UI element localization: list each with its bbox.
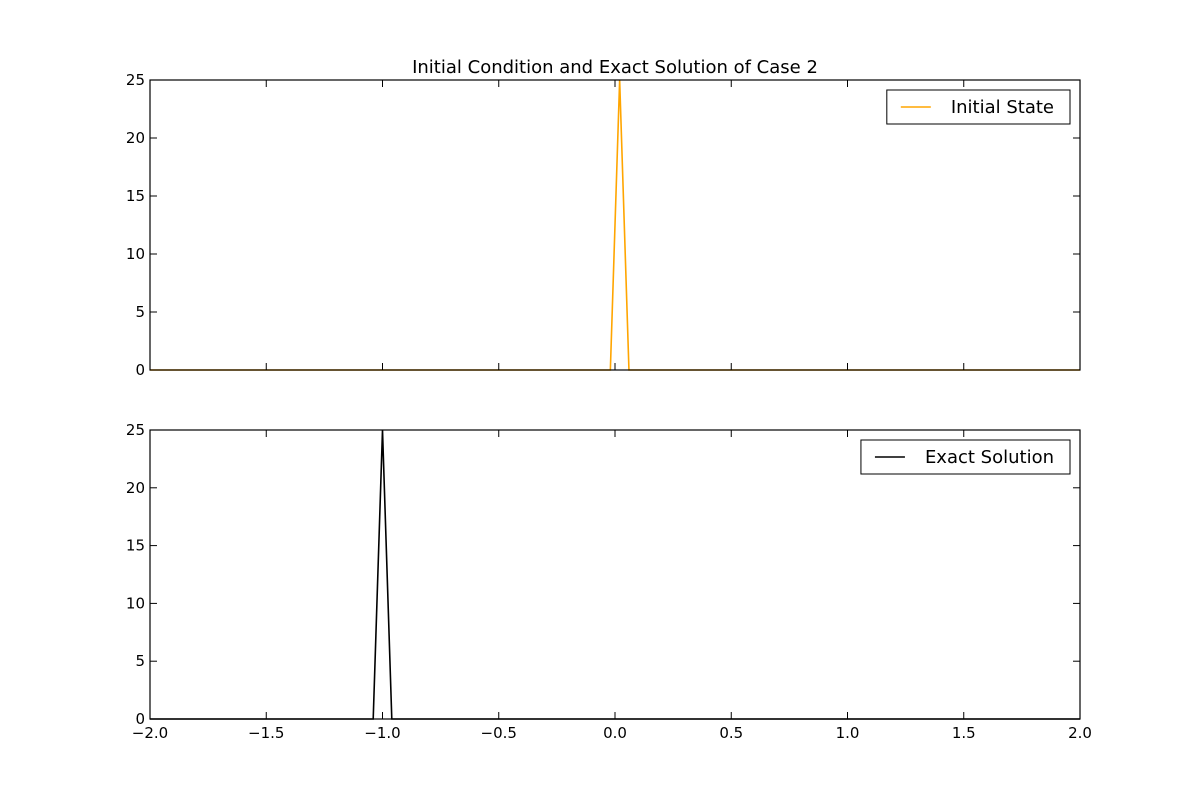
- subplot-initial-state: 0 5 10 15 20 25 Initial State: [126, 71, 1081, 379]
- legend-label: Exact Solution: [925, 447, 1054, 468]
- x-tick-label: 0.0: [603, 724, 627, 742]
- x-tick-label: −2.0: [132, 724, 168, 742]
- y-tick-label: 25: [126, 421, 145, 439]
- x-tick-label: 1.5: [952, 724, 976, 742]
- legend-label: Initial State: [951, 97, 1054, 118]
- legend: Exact Solution: [860, 439, 1071, 475]
- x-tick-label: 2.0: [1068, 724, 1092, 742]
- subplot-exact-solution: −2.0 −1.5 −1.0 −0.5 0.0 0.5 1.0 1.5 2.0 0 5 10 15 20 2…: [126, 421, 1092, 742]
- y-tick-label: 15: [126, 537, 145, 555]
- y-tick-label: 5: [135, 652, 145, 670]
- x-tick-label: −1.5: [248, 724, 284, 742]
- y-tick-label: 0: [135, 710, 145, 728]
- y-tick-label: 10: [126, 594, 145, 612]
- y-tick-label: 5: [135, 303, 145, 321]
- x-tick-label: 0.5: [719, 724, 743, 742]
- x-tick-label: 1.0: [836, 724, 860, 742]
- chart-title: Initial Condition and Exact Solution of …: [412, 57, 818, 78]
- y-tick-label: 15: [126, 187, 145, 205]
- y-tick-label: 20: [126, 129, 145, 147]
- y-tick-label: 0: [135, 361, 145, 379]
- x-tick-label: −0.5: [481, 724, 517, 742]
- y-tick-label: 25: [126, 71, 145, 89]
- y-tick-label: 10: [126, 245, 145, 263]
- y-tick-label: 20: [126, 479, 145, 497]
- legend: Initial State: [886, 89, 1071, 125]
- x-tick-label: −1.0: [364, 724, 400, 742]
